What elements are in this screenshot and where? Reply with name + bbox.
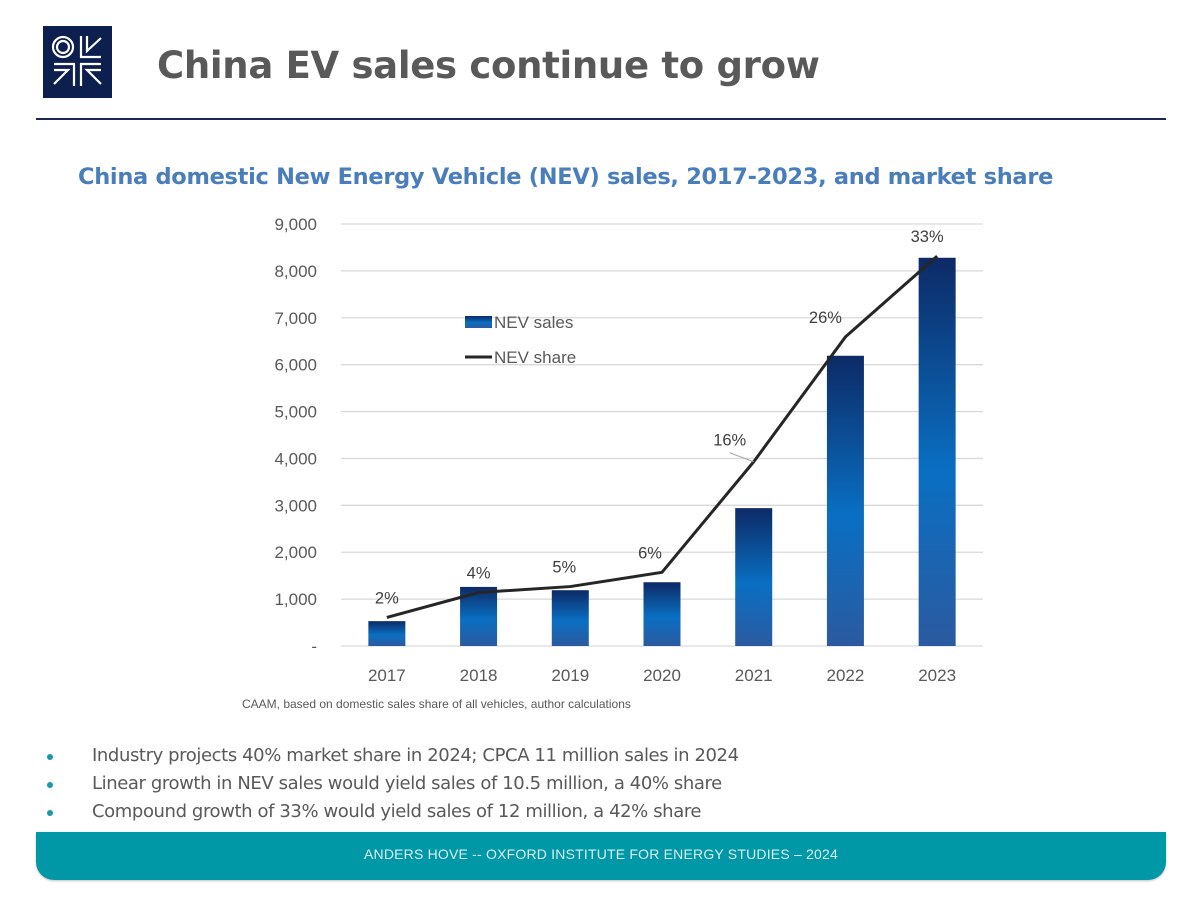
bar-2023: [918, 257, 956, 646]
page-title: China EV sales continue to grow: [157, 44, 820, 87]
y-tick-label: 7,000: [274, 309, 317, 328]
x-tick-label: 2020: [643, 666, 681, 685]
legend-label-sales: NEV sales: [494, 313, 573, 332]
y-tick-label: 5,000: [274, 403, 317, 422]
share-line-path: [386, 254, 939, 619]
bullet-list: Industry projects 40% market share in 20…: [47, 742, 739, 826]
share-label-2017: 2%: [375, 589, 399, 607]
oies-logo-icon: [43, 26, 112, 98]
bar-2022: [826, 355, 864, 646]
bullet-item: Linear growth in NEV sales would yield s…: [47, 770, 739, 798]
source-note: CAAM, based on domestic sales share of a…: [242, 697, 631, 711]
y-tick-label: 3,000: [274, 496, 317, 515]
bullet-icon: [47, 810, 53, 816]
bar-2021: [735, 508, 773, 646]
x-tick-label: 2019: [551, 666, 589, 685]
share-label-2019: 5%: [552, 559, 576, 577]
data-labels: 2% 4% 5% 6% 16% 26% 33%: [375, 228, 944, 607]
footer-text: ANDERS HOVE -- OXFORD INSTITUTE FOR ENER…: [363, 846, 838, 862]
bullet-icon: [47, 782, 53, 788]
x-tick-label: 2017: [368, 666, 406, 685]
bar-2017: [368, 621, 406, 646]
chart-title: China domestic New Energy Vehicle (NEV) …: [78, 164, 1054, 190]
bullet-item: Compound growth of 33% would yield sales…: [47, 798, 739, 826]
bullet-item: Industry projects 40% market share in 20…: [47, 742, 739, 770]
label-leader-line: [729, 452, 754, 463]
title-divider: [36, 118, 1166, 120]
y-axis-ticks: - 1,000 2,000 3,000 4,000 5,000 6,000 7,000 8,00…: [274, 215, 317, 656]
share-label-2020: 6%: [638, 544, 662, 562]
chart: - 1,000 2,000 3,000 4,000 5,000 6,000 7,000 8,00…: [274, 215, 983, 685]
bar-2020: [643, 582, 681, 646]
y-tick-label: 2,000: [274, 543, 317, 562]
share-label-2018: 4%: [467, 565, 491, 583]
y-tick-label: 8,000: [274, 262, 317, 281]
share-line: [386, 254, 939, 619]
x-axis-ticks: 2017 2018 2019 2020 2021 2022 2023: [368, 666, 956, 685]
share-label-2021: 16%: [713, 432, 746, 450]
y-tick-label: -: [311, 637, 317, 656]
bars: [368, 257, 956, 646]
x-tick-label: 2021: [735, 666, 773, 685]
x-tick-label: 2022: [827, 666, 865, 685]
x-tick-label: 2018: [460, 666, 498, 685]
legend-label-share: NEV share: [494, 348, 576, 367]
y-tick-label: 4,000: [274, 449, 317, 468]
legend: NEV sales NEV share: [465, 313, 576, 367]
legend-swatch-sales: [465, 316, 492, 328]
y-tick-label: 9,000: [274, 215, 317, 234]
footer-bar: ANDERS HOVE -- OXFORD INSTITUTE FOR ENER…: [36, 832, 1166, 880]
share-label-2022: 26%: [809, 309, 842, 327]
x-tick-label: 2023: [918, 666, 956, 685]
gridlines: [341, 223, 983, 647]
share-label-2023: 33%: [911, 228, 944, 246]
y-tick-label: 6,000: [274, 356, 317, 375]
y-tick-label: 1,000: [274, 590, 317, 609]
bullet-icon: [47, 754, 53, 760]
bar-2019: [551, 590, 589, 646]
